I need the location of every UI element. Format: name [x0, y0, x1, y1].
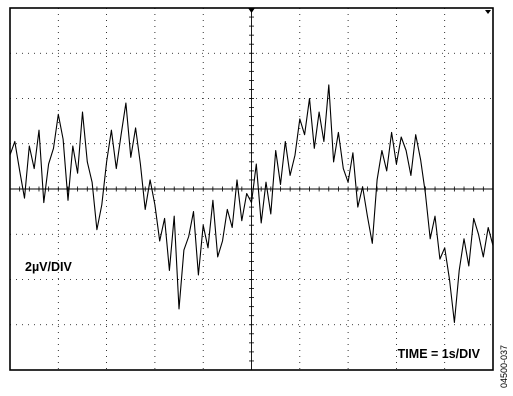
x-scale-label: TIME = 1s/DIV — [398, 347, 481, 361]
center-axes — [9, 7, 494, 371]
noise-trace — [9, 84, 494, 324]
ground-marker — [485, 10, 491, 14]
figure-id: 04500-037 — [499, 345, 509, 388]
y-scale-label: 2µV/DIV — [25, 260, 72, 274]
trigger-marker — [248, 8, 255, 13]
